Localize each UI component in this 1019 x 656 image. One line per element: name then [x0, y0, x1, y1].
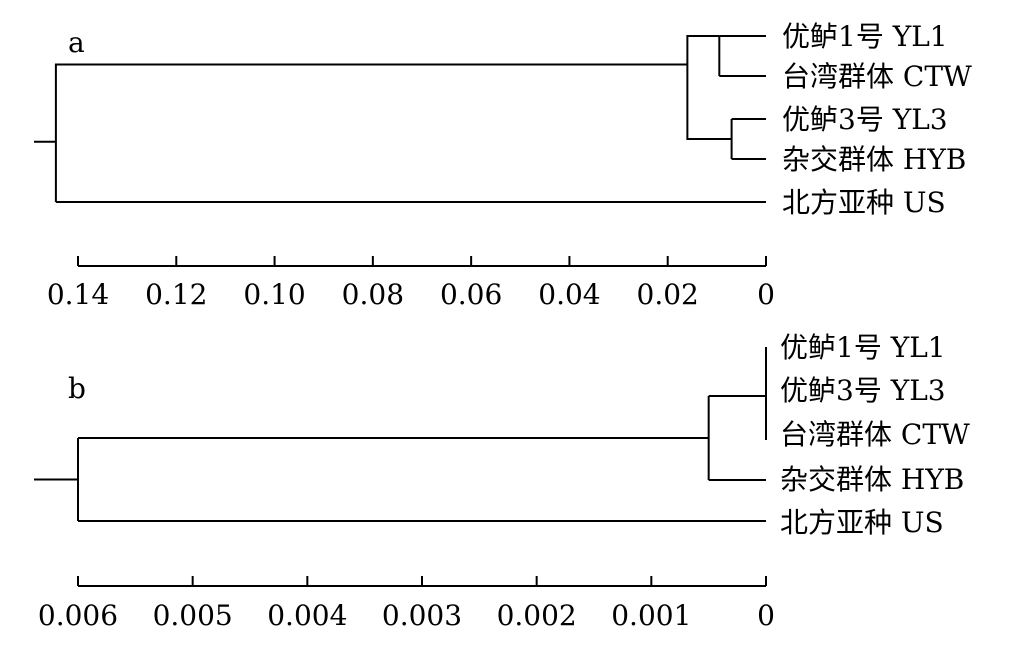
axis-tick-label: 0.02 [637, 278, 699, 311]
axis-tick-label: 0.06 [440, 278, 502, 311]
axis-tick-label: 0.001 [611, 599, 691, 632]
panel-a-axis: 0.14 0.12 0.10 0.08 0.06 0.04 0.02 0 [47, 256, 775, 311]
axis-tick-label: 0.12 [145, 278, 207, 311]
axis-tick-label: 0.002 [497, 599, 577, 632]
axis-tick-label: 0.006 [38, 599, 118, 632]
axis-tick-label: 0.004 [267, 599, 347, 632]
leaf-label-yl3: 优鲈3号 YL3 [780, 374, 946, 407]
leaf-label-us: 北方亚种 US [780, 506, 944, 539]
panel-b: b 优鲈1号 YL1 优鲈3号 YL3 台湾群体 CTW 杂交群体 HYB 北方… [34, 331, 970, 632]
panel-b-leaf-labels: 优鲈1号 YL1 优鲈3号 YL3 台湾群体 CTW 杂交群体 HYB 北方亚种… [780, 331, 970, 539]
panel-b-label: b [68, 372, 86, 405]
leaf-label-yl3: 优鲈3号 YL3 [782, 103, 948, 136]
axis-tick-label: 0.003 [382, 599, 462, 632]
axis-tick-label: 0.10 [243, 278, 305, 311]
panel-a-leaf-labels: 优鲈1号 YL1 台湾群体 CTW 优鲈3号 YL3 杂交群体 HYB 北方亚种… [782, 20, 972, 219]
axis-tick-label: 0.04 [538, 278, 600, 311]
axis-tick-label: 0.14 [47, 278, 109, 311]
panel-a: a 优鲈1号 YL1 台湾群体 CTW 优鲈3号 YL3 杂交群体 HYB 北方… [34, 20, 972, 311]
axis-tick-label: 0 [757, 599, 775, 632]
leaf-label-ctw: 台湾群体 CTW [782, 60, 972, 93]
link-root [54, 63, 688, 202]
panel-b-axis: 0.006 0.005 0.004 0.003 0.002 0.001 0 [38, 576, 775, 632]
axis-tick-label: 0.005 [153, 599, 233, 632]
leaf-label-ctw: 台湾群体 CTW [780, 418, 970, 451]
link-inner [686, 35, 732, 140]
axis-tick-label: 0.08 [342, 278, 404, 311]
axis-tick-label: 0 [757, 278, 775, 311]
panel-a-label: a [68, 26, 85, 59]
leaf-label-hyb: 杂交群体 HYB [780, 463, 964, 496]
panel-a-tree [34, 35, 766, 203]
leaf-label-yl1: 优鲈1号 YL1 [780, 331, 946, 364]
leaf-label-yl1: 优鲈1号 YL1 [782, 20, 948, 53]
leaf-label-hyb: 杂交群体 HYB [782, 143, 966, 176]
leaf-label-us: 北方亚种 US [782, 186, 946, 219]
panel-b-tree [34, 347, 767, 522]
